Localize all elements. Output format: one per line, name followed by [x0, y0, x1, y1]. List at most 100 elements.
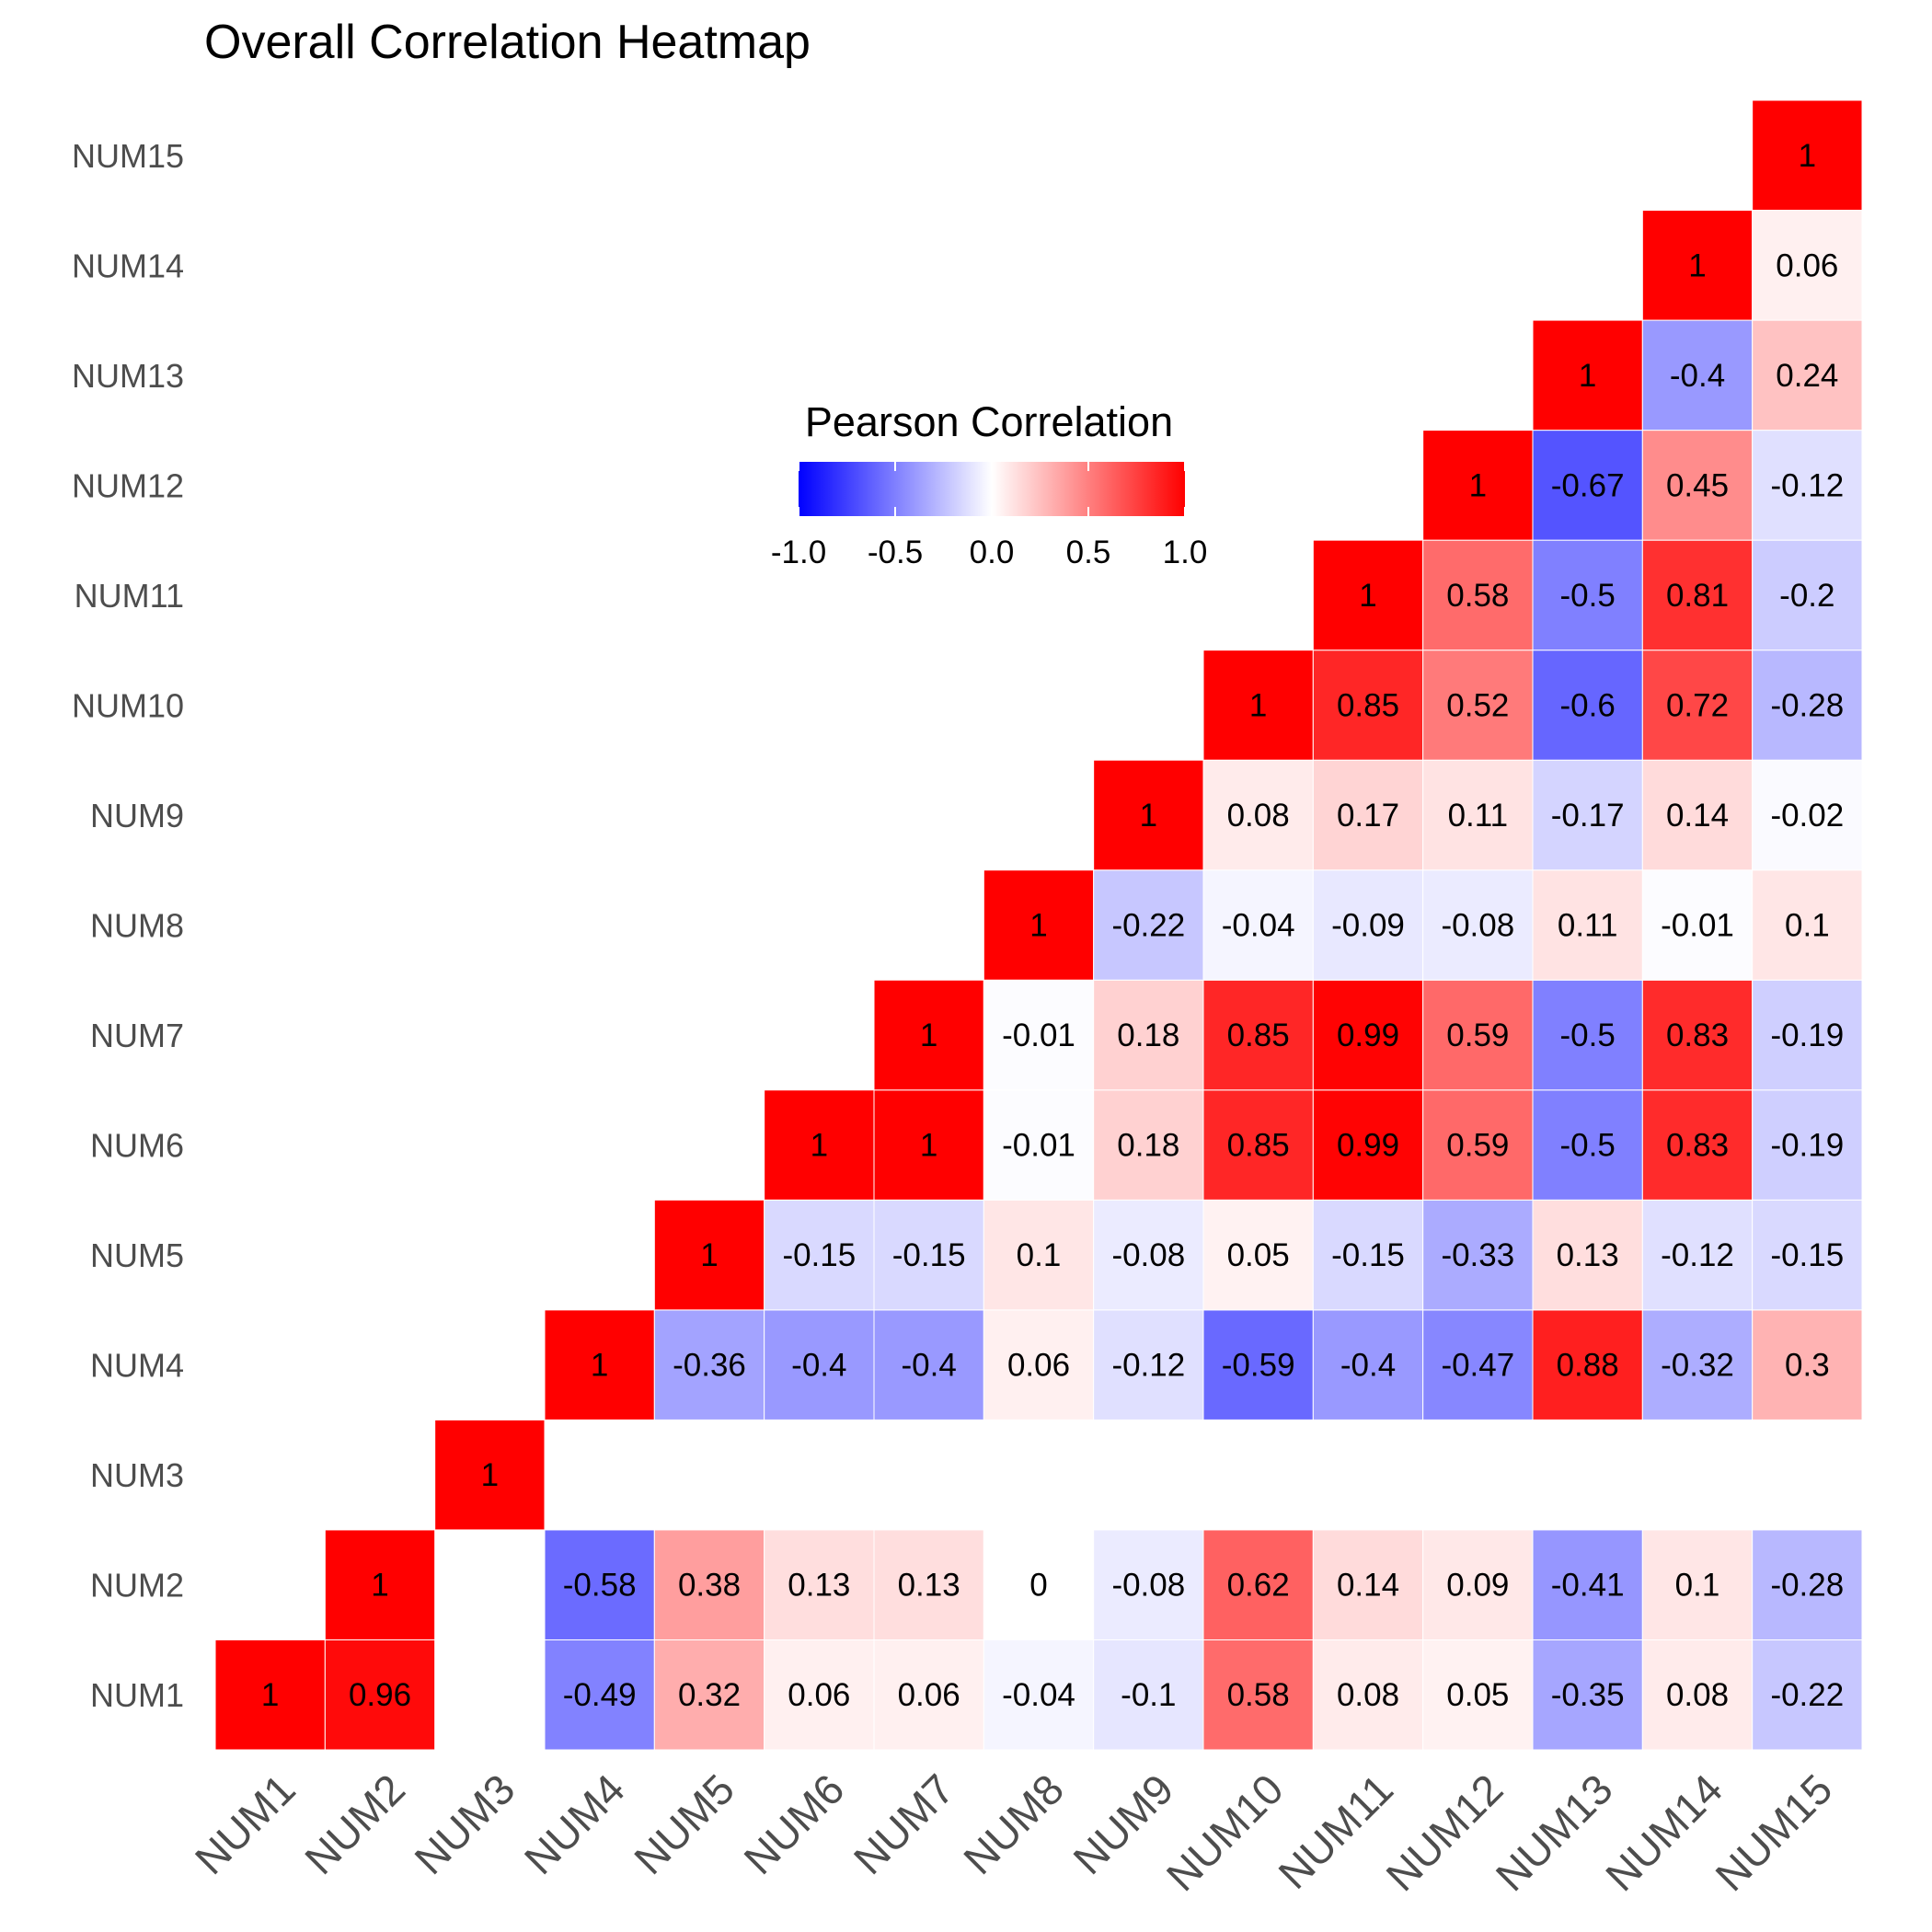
cell-value-label: -0.22	[1111, 908, 1185, 944]
cell-value-label: 0.18	[1117, 1128, 1179, 1164]
heatmap-cell-num11-num4	[1312, 1309, 1424, 1420]
cell-value-label: -0.08	[1111, 1237, 1185, 1273]
x-tick-label: NUM13	[1487, 1765, 1622, 1900]
cell-value-label: -0.09	[1331, 908, 1405, 944]
cell-value-label: 1	[371, 1568, 388, 1604]
cell-value-label: 1	[1469, 467, 1487, 503]
cell-value-label: -0.1	[1121, 1677, 1176, 1713]
y-tick-label: NUM6	[90, 1127, 184, 1165]
cell-value-label: -0.08	[1441, 908, 1514, 944]
cell-value-label: -0.4	[1340, 1348, 1396, 1384]
cell-value-label: 0.58	[1446, 578, 1509, 614]
heatmap-cell-num13-num9	[1532, 759, 1643, 871]
heatmap-cell-num12-num7	[1422, 979, 1534, 1091]
heatmap-cell-num10-num1	[1202, 1639, 1314, 1751]
heatmap-cell-num11-num10	[1312, 650, 1424, 761]
x-tick-label: NUM4	[515, 1765, 634, 1883]
heatmap-cell-num12-num11	[1422, 539, 1534, 651]
cell-value-label: -0.08	[1111, 1568, 1185, 1604]
heatmap-cell-num11-num5	[1312, 1199, 1424, 1311]
cell-value-label: -0.15	[892, 1237, 966, 1273]
heatmap-cell-num9-num2	[1093, 1529, 1204, 1640]
cell-value-label: -0.04	[1222, 908, 1295, 944]
heatmap-cell-num5-num5	[653, 1199, 765, 1311]
cell-value-label: 0.18	[1117, 1018, 1179, 1053]
cell-value-label: -0.02	[1770, 798, 1844, 834]
heatmap-cell-num12-num6	[1422, 1089, 1534, 1201]
cell-value-label: -0.5	[1560, 578, 1616, 614]
cell-value-label: -0.67	[1551, 467, 1625, 503]
cell-value-label: 1	[261, 1677, 279, 1713]
heatmap-cell-num7-num1	[873, 1639, 984, 1751]
cell-value-label: -0.5	[1560, 1018, 1616, 1053]
heatmap-cell-num4-num2	[544, 1529, 655, 1640]
cell-value-label: -0.12	[1770, 467, 1844, 503]
heatmap-cell-num13-num4	[1532, 1309, 1643, 1420]
cell-value-label: -0.6	[1560, 687, 1616, 723]
cell-value-label: -0.22	[1770, 1677, 1844, 1713]
cell-value-label: 0.85	[1227, 1128, 1290, 1164]
heatmap-cell-num7-num2	[873, 1529, 984, 1640]
heatmap-cell-num9-num6	[1093, 1089, 1204, 1201]
cell-value-label: 0.1	[1675, 1568, 1720, 1604]
legend-tick-label: 1.0	[1163, 535, 1208, 570]
x-axis-tick-labels: NUM1NUM2NUM3NUM4NUM5NUM6NUM7NUM8NUM9NUM1…	[186, 1765, 1842, 1900]
cell-value-label: 1	[591, 1348, 608, 1384]
cell-value-label: 0.62	[1227, 1568, 1290, 1604]
cell-value-label: 0.09	[1446, 1568, 1509, 1604]
cell-value-label: 1	[1140, 798, 1157, 834]
heatmap-cell-num6-num1	[764, 1639, 875, 1751]
cell-value-label: -0.32	[1661, 1348, 1734, 1384]
cell-value-label: 1	[1799, 138, 1816, 174]
y-tick-label: NUM15	[72, 137, 184, 175]
heatmap-cell-num4-num4	[544, 1309, 655, 1420]
cell-value-label: -0.28	[1770, 1568, 1844, 1604]
cell-value-label: 0.13	[1557, 1237, 1619, 1273]
y-tick-label: NUM11	[75, 577, 184, 615]
heatmap-cells: 1 0.96 -0.49 0.32 0.06 0.06 -0.04 -0.1 0.58 0.08 0…	[214, 99, 1863, 1751]
heatmap-cell-num15-num4	[1752, 1309, 1863, 1420]
cell-value-label: 0.14	[1337, 1568, 1399, 1604]
heatmap-cell-num5-num2	[653, 1529, 765, 1640]
y-tick-label: NUM10	[72, 686, 184, 724]
cell-value-label: 0.06	[788, 1677, 850, 1713]
x-tick-label: NUM15	[1706, 1765, 1841, 1900]
heatmap-cell-num14-num11	[1641, 539, 1754, 651]
cell-value-label: 1	[1029, 908, 1047, 944]
cell-value-label: 0.88	[1557, 1348, 1619, 1384]
cell-value-label: 0.06	[1776, 247, 1838, 283]
cell-value-label: 0.59	[1446, 1018, 1509, 1053]
cell-value-label: -0.15	[1331, 1237, 1405, 1273]
cell-value-label: 0.32	[678, 1677, 741, 1713]
legend-tick-label: -0.5	[868, 535, 923, 570]
cell-value-label: 0.45	[1666, 467, 1729, 503]
cell-value-label: -0.36	[673, 1348, 746, 1384]
heatmap-cell-num11-num1	[1312, 1639, 1424, 1751]
cell-value-label: -0.2	[1779, 578, 1834, 614]
cell-value-label: 0.14	[1666, 798, 1729, 834]
y-tick-label: NUM12	[72, 466, 184, 504]
y-tick-label: NUM5	[90, 1236, 184, 1274]
heatmap-cell-num15-num13	[1752, 319, 1863, 431]
cell-value-label: 0.11	[1448, 798, 1509, 834]
x-tick-label: NUM11	[1269, 1765, 1402, 1898]
heatmap-cell-num9-num7	[1093, 979, 1204, 1091]
cell-value-label: 0.59	[1446, 1128, 1509, 1164]
heatmap-cell-num14-num5	[1641, 1199, 1754, 1311]
heatmap-cell-num9-num1	[1093, 1639, 1204, 1751]
x-tick-label: NUM1	[186, 1765, 305, 1883]
cell-value-label: -0.19	[1770, 1018, 1844, 1053]
heatmap-cell-num8-num6	[983, 1089, 1095, 1201]
cell-value-label: 0.13	[898, 1568, 960, 1604]
cell-value-label: -0.28	[1770, 687, 1844, 723]
cell-value-label: 0.17	[1337, 798, 1399, 834]
cell-value-label: 0.99	[1337, 1018, 1399, 1053]
heatmap-cell-num14-num6	[1641, 1089, 1754, 1201]
cell-value-label: 0.11	[1558, 908, 1618, 944]
heatmap-cell-num8-num1	[983, 1639, 1095, 1751]
heatmap-cell-num13-num7	[1532, 979, 1643, 1091]
cell-value-label: 1	[811, 1128, 828, 1164]
heatmap-cell-num13-num10	[1532, 650, 1643, 761]
cell-value-label: -0.5	[1560, 1128, 1616, 1164]
cell-value-label: 1	[700, 1237, 718, 1273]
